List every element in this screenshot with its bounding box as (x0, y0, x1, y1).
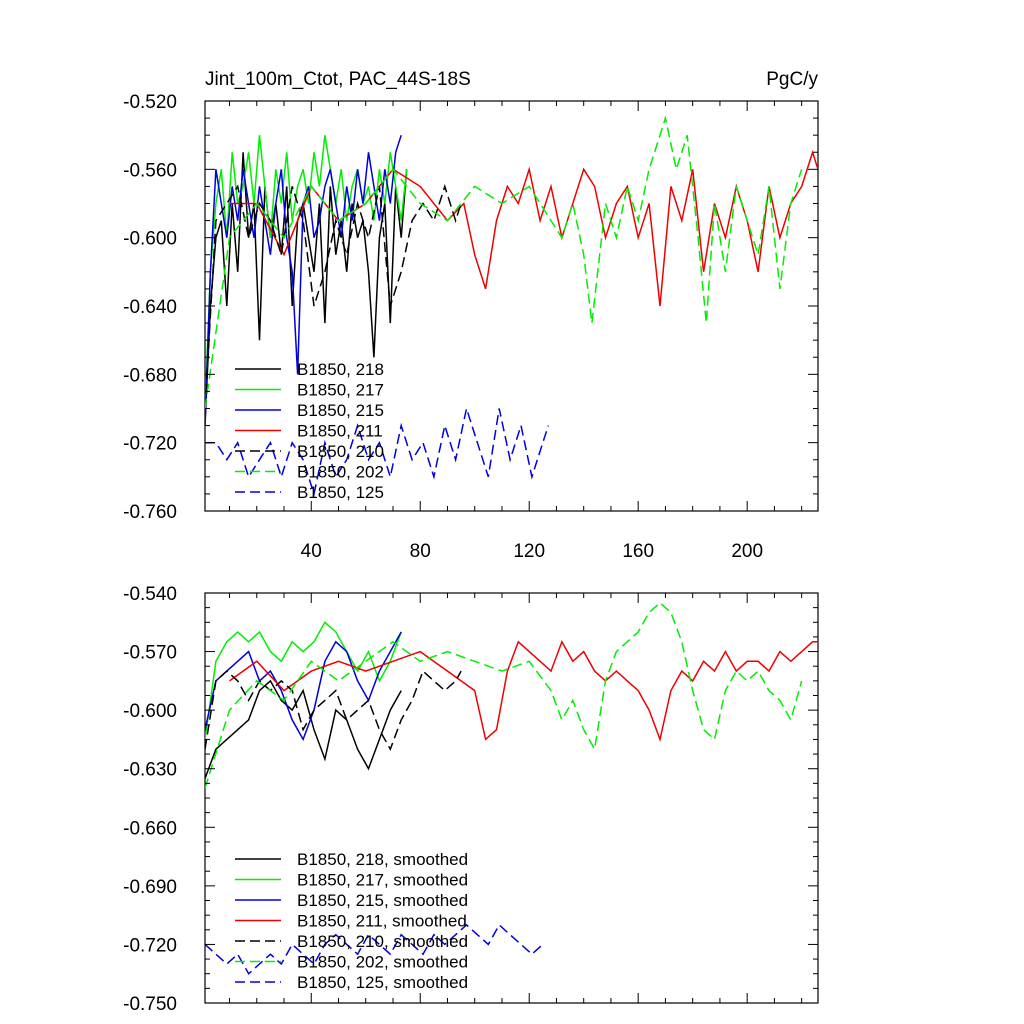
y-tick-label: -0.720 (123, 434, 177, 455)
legend-entry: B1850, 217, smoothed (297, 871, 468, 890)
series-line-b1850-210 (205, 183, 462, 409)
series-line-b1850-125-smoothed (205, 923, 544, 975)
series-line-b1850-125 (205, 405, 550, 497)
chart-title: Jint_100m_Ctot, PAC_44S-18S (205, 69, 471, 90)
y-tick-label: -0.540 (123, 584, 177, 605)
legend-entry: B1850, 202, smoothed (297, 953, 468, 972)
y-tick-label: -0.600 (123, 701, 177, 722)
y-tick-label: -0.560 (123, 160, 177, 181)
y-tick-label: -0.640 (123, 297, 177, 318)
y-tick-label: -0.750 (123, 994, 177, 1015)
series-line-b1850-215-smoothed (205, 631, 402, 742)
series-line-b1850-217-smoothed (205, 621, 402, 740)
y-tick-label: -0.520 (123, 92, 177, 113)
series-line-b1850-218-smoothed (205, 679, 402, 779)
x-tick-label: 160 (622, 541, 654, 562)
legend-entry: B1850, 202 (297, 463, 384, 482)
series-line-b1850-202-smoothed (205, 601, 803, 789)
legend-entry: B1850, 125, smoothed (297, 973, 468, 992)
y-tick-label: -0.570 (123, 643, 177, 664)
top-panel: -0.520 -0.560 -0.600 -0.640 -0.680 -0.720 -0.7… (123, 69, 819, 562)
y-tick-label: -0.720 (123, 935, 177, 956)
y-tick-label: -0.760 (123, 502, 177, 523)
legend-entry: B1850, 215 (297, 401, 384, 420)
y-tick-label: -0.630 (123, 760, 177, 781)
legend-entry: B1850, 215, smoothed (297, 891, 468, 910)
y-tick-label: -0.600 (123, 229, 177, 250)
legend-entry: B1850, 211 (297, 422, 383, 441)
legend-entry: B1850, 210 (297, 442, 384, 461)
x-tick-label: 200 (731, 541, 763, 562)
y-tick-label: -0.690 (123, 877, 177, 898)
legend-entry: B1850, 217 (297, 381, 384, 400)
legend-entry: B1850, 210, smoothed (297, 932, 468, 951)
x-tick-label: 80 (410, 541, 431, 562)
series-line-b1850-211-smoothed (229, 640, 818, 743)
series-lines (205, 601, 818, 975)
series-line-b1850-202 (205, 115, 803, 409)
legend-entry: B1850, 218 (297, 360, 384, 379)
legend-entry: B1850, 218, smoothed (297, 850, 468, 869)
series-line-b1850-210-smoothed (205, 669, 462, 751)
legend-entry: B1850, 125 (297, 483, 384, 502)
series-line-b1850-218 (205, 152, 408, 426)
series-line-b1850-215 (205, 134, 402, 426)
series-lines (205, 115, 818, 497)
legend: B1850, 218, smoothed B1850, 217, smoothed… (235, 850, 468, 992)
x-tick-label: 120 (513, 541, 545, 562)
bottom-panel: -0.540 -0.570 -0.600 -0.630 -0.660 -0.690 -0.7… (123, 584, 819, 1015)
legend-entry: B1850, 211, smoothed (297, 912, 467, 931)
units-label: PgC/y (766, 69, 818, 90)
y-tick-label: -0.680 (123, 365, 177, 386)
x-tick-label: 40 (301, 541, 322, 562)
y-tick-label: -0.660 (123, 818, 177, 839)
